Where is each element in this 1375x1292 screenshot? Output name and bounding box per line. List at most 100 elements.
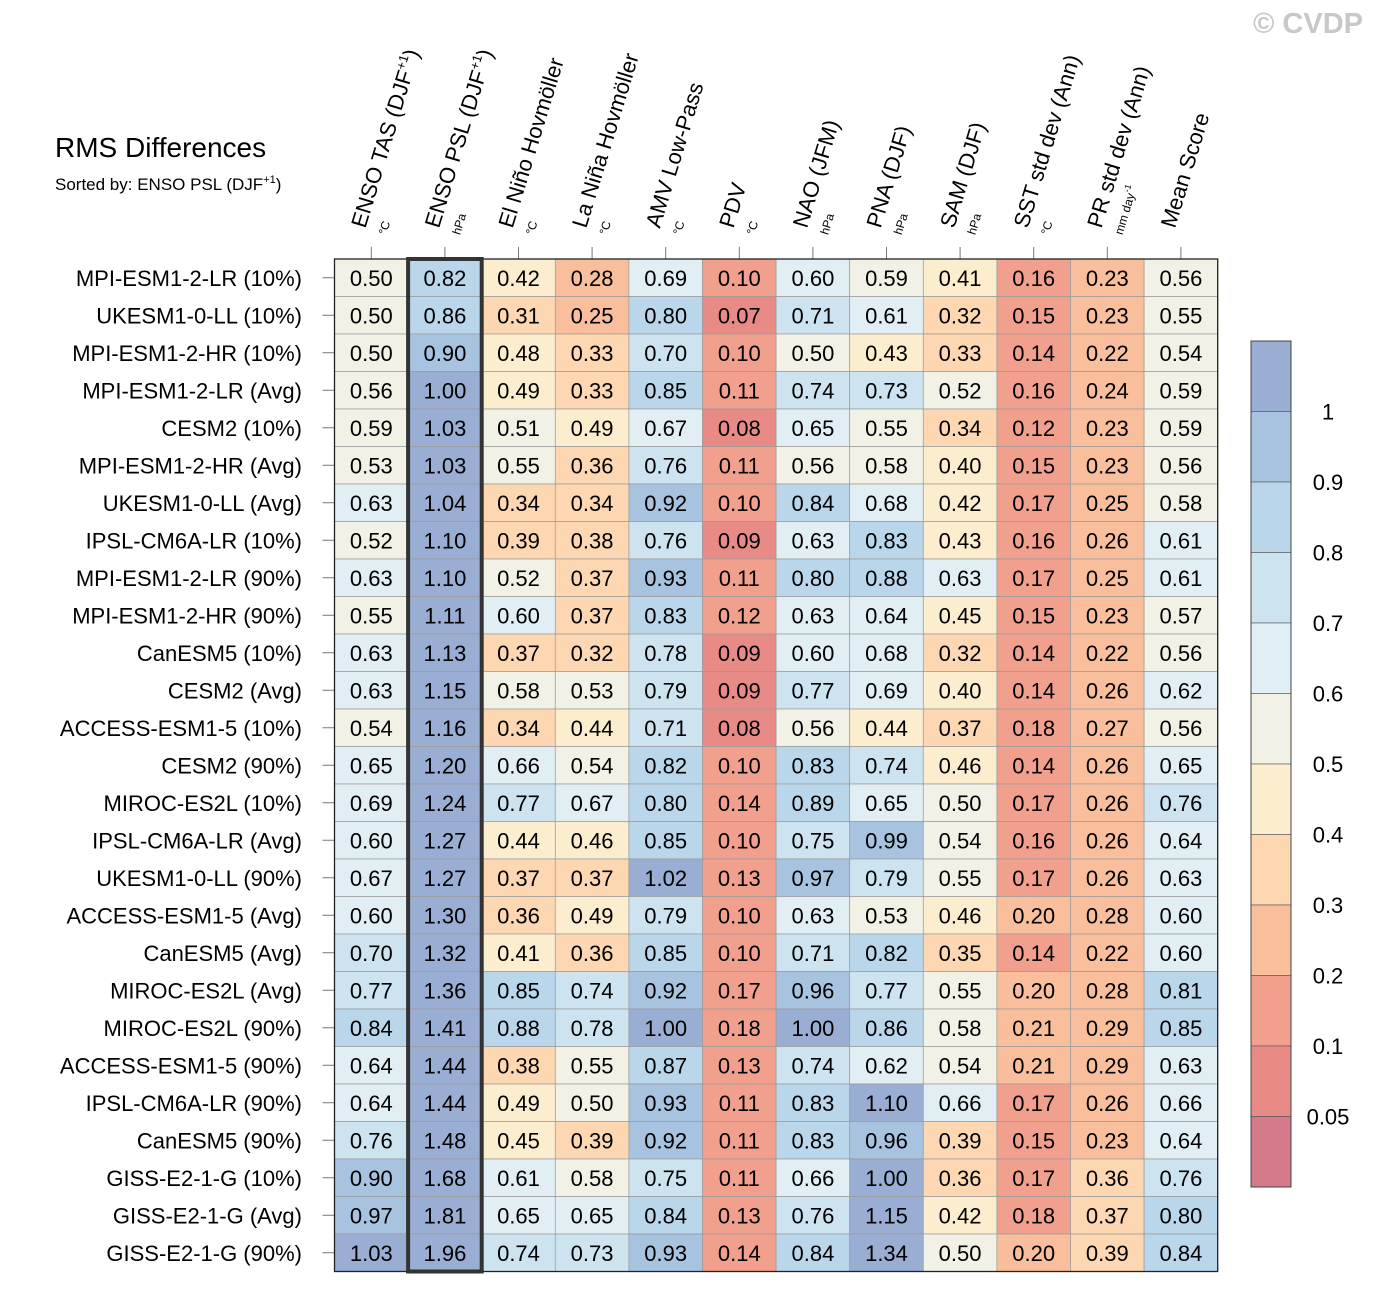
- cell-value-label: 0.76: [644, 528, 687, 553]
- column-header-label: NAO (JFM): [788, 117, 844, 231]
- cell-value-label: 0.83: [865, 528, 908, 553]
- cell-value-label: 0.28: [1086, 978, 1129, 1003]
- heatmap-cell: [922, 446, 998, 485]
- heatmap-cell: [334, 1046, 409, 1085]
- cell-value-label: 0.45: [939, 603, 982, 628]
- cell-value-label: 0.65: [865, 791, 908, 816]
- cell-value-label: 0.13: [718, 1203, 761, 1228]
- heatmap-cell: [554, 558, 630, 597]
- cell-value-label: 0.55: [865, 416, 908, 441]
- cell-value-label: 0.92: [644, 978, 687, 1003]
- cell-value-label: 0.33: [571, 378, 614, 403]
- cell-value-label: 0.77: [791, 678, 834, 703]
- cell-value-label: 0.74: [865, 753, 908, 778]
- cell-value-label: 1.03: [350, 1241, 393, 1266]
- cell-value-label: 0.38: [571, 528, 614, 553]
- heatmap-cell: [481, 558, 556, 597]
- heatmap-cell: [702, 1083, 777, 1122]
- cell-value-label: 0.15: [1012, 1128, 1055, 1153]
- heatmap-cell: [628, 1158, 703, 1197]
- heatmap-cell: [702, 446, 777, 485]
- heatmap-cell: [1143, 896, 1219, 935]
- cell-value-label: 0.14: [718, 791, 761, 816]
- cell-value-label: 0.56: [1159, 716, 1202, 741]
- heatmap-cell: [628, 371, 703, 410]
- cell-value-label: 0.24: [1086, 378, 1129, 403]
- heatmap-cell: [1143, 821, 1219, 860]
- heatmap-cell: [1143, 1046, 1219, 1085]
- cell-value-label: 1.44: [423, 1053, 466, 1078]
- heatmap-cell: [334, 596, 409, 635]
- column-unit-label: °C: [670, 219, 687, 236]
- heatmap-cell: [407, 971, 483, 1010]
- row-label: MPI-ESM1-2-HR (Avg): [79, 453, 302, 478]
- heatmap-cell: [775, 296, 851, 335]
- cell-value-label: 0.76: [350, 1128, 393, 1153]
- heatmap-cell: [481, 408, 556, 447]
- colorbar-label: 0.5: [1313, 752, 1344, 777]
- cell-value-label: 0.54: [939, 828, 982, 853]
- column-header: Mean Score: [1156, 110, 1215, 231]
- cell-value-label: 0.71: [644, 716, 687, 741]
- cell-value-label: 0.55: [939, 866, 982, 891]
- cell-value-label: 0.15: [1012, 603, 1055, 628]
- cell-value-label: 0.74: [791, 378, 834, 403]
- cell-value-label: 1.02: [644, 866, 687, 891]
- heatmap-cell: [407, 596, 483, 635]
- heatmap-cell: [481, 1233, 556, 1272]
- heatmap-cell: [554, 483, 630, 522]
- cell-value-label: 1.11: [424, 603, 465, 628]
- cell-value-label: 0.36: [497, 903, 540, 928]
- cell-value-label: 0.90: [350, 1166, 393, 1191]
- heatmap-cell: [554, 933, 630, 972]
- chart-title: RMS Differences: [55, 132, 266, 163]
- cell-value-label: 0.81: [1159, 978, 1202, 1003]
- heatmap-cell: [481, 971, 556, 1010]
- colorbar-segment: [1250, 834, 1292, 906]
- cell-value-label: 0.93: [644, 566, 687, 591]
- colorbar-label: 0.7: [1313, 611, 1344, 636]
- heatmap-cell: [996, 296, 1071, 335]
- cell-value-label: 0.25: [571, 303, 614, 328]
- cell-value-label: 0.42: [497, 266, 540, 291]
- row-label: GISS-E2-1-G (Avg): [113, 1203, 302, 1228]
- heatmap-cell: [775, 1121, 851, 1160]
- heatmap-cell: [996, 821, 1071, 860]
- cell-value-label: 1.00: [865, 1166, 908, 1191]
- cell-value-label: 1.00: [423, 378, 466, 403]
- column-header-label: ENSO TAS (DJF+1): [345, 46, 424, 231]
- cell-value-label: 0.52: [350, 528, 393, 553]
- cell-value-label: 0.11: [719, 453, 760, 478]
- cell-value-label: 0.67: [571, 791, 614, 816]
- heatmap-cell: [554, 1121, 630, 1160]
- cell-value-label: 1.00: [644, 1016, 687, 1041]
- heatmap-cell: [1070, 896, 1145, 935]
- row-label: MIROC-ES2L (10%): [104, 791, 302, 816]
- heatmap-cell: [849, 296, 924, 335]
- cell-value-label: 0.32: [571, 641, 614, 666]
- cell-value-label: 0.26: [1086, 1091, 1129, 1116]
- heatmap-cell: [334, 858, 409, 897]
- heatmap-cell: [407, 858, 483, 897]
- row-label: ACCESS-ESM1-5 (10%): [60, 716, 302, 741]
- cell-value-label: 0.79: [644, 903, 687, 928]
- cell-value-label: 0.53: [571, 678, 614, 703]
- heatmap-cell: [554, 521, 630, 560]
- cell-value-label: 0.42: [939, 491, 982, 516]
- cell-value-label: 0.64: [1159, 828, 1202, 853]
- heatmap-cell: [481, 1083, 556, 1122]
- heatmap-cell: [1143, 708, 1219, 747]
- colorbar-label: 0.6: [1313, 682, 1344, 707]
- heatmap-cell: [628, 1008, 703, 1047]
- cell-value-label: 0.61: [1159, 566, 1202, 591]
- heatmap-cell: [407, 783, 483, 822]
- heatmap-cell: [481, 258, 556, 297]
- cell-value-label: 0.59: [1159, 378, 1202, 403]
- cell-value-label: 0.11: [719, 1091, 760, 1116]
- heatmap-cell: [628, 296, 703, 335]
- row-label: IPSL-CM6A-LR (90%): [86, 1091, 302, 1116]
- cell-value-label: 0.34: [497, 491, 540, 516]
- heatmap-cell: [849, 258, 924, 297]
- heatmap-cell: [481, 708, 556, 747]
- heatmap-cell: [1070, 521, 1145, 560]
